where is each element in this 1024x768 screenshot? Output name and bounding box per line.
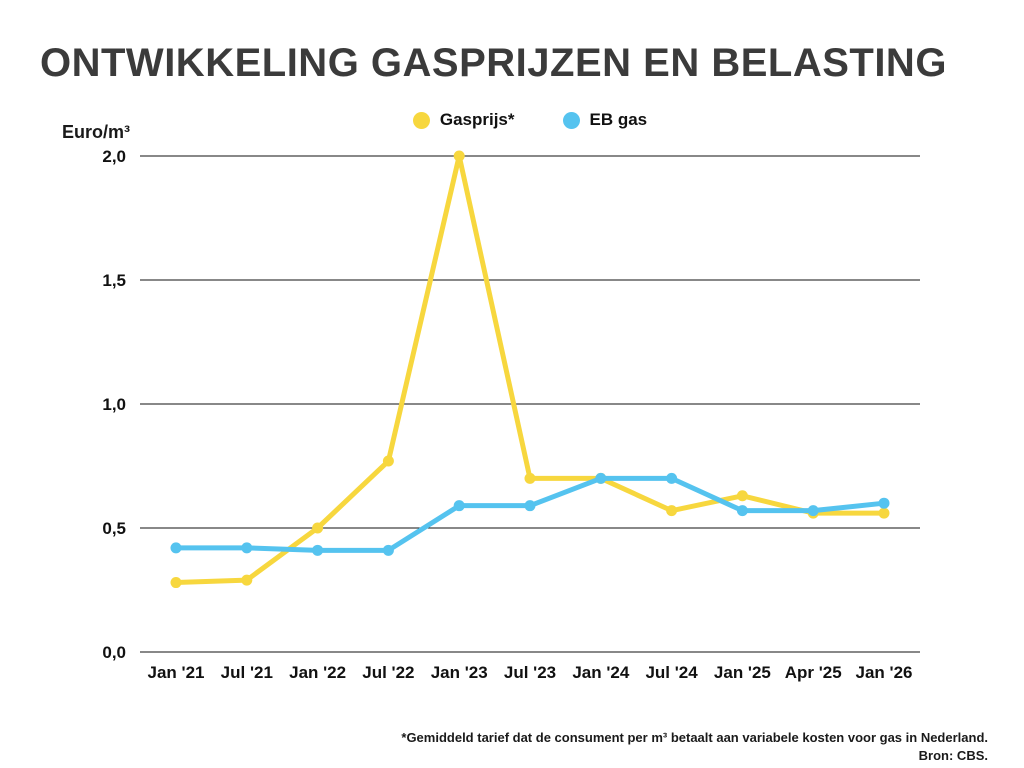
data-point-marker bbox=[170, 542, 182, 554]
chart-source: Bron: CBS. bbox=[918, 748, 988, 763]
series-eb-gas bbox=[170, 472, 890, 556]
chart-footnote: *Gemiddeld tarief dat de consument per m… bbox=[401, 730, 988, 745]
data-point-marker bbox=[170, 577, 182, 589]
y-tick-label: 0,0 bbox=[102, 643, 126, 662]
data-point-marker bbox=[453, 150, 465, 162]
x-tick-label: Jan '23 bbox=[431, 663, 488, 682]
y-tick-label: 0,5 bbox=[102, 519, 126, 538]
page-title: ONTWIKKELING GASPRIJZEN EN BELASTING bbox=[40, 40, 947, 85]
data-point-marker bbox=[312, 522, 324, 534]
y-tick-label: 1,5 bbox=[102, 271, 126, 290]
x-tick-label: Jul '21 bbox=[221, 663, 273, 682]
y-axis-unit-label: Euro/m³ bbox=[62, 122, 131, 142]
x-tick-label: Jul '24 bbox=[645, 663, 698, 682]
x-tick-label: Jan '24 bbox=[572, 663, 630, 682]
legend-item: Gasprijs* bbox=[412, 110, 515, 130]
gridlines: 0,0 0,5 1,0 1,5 2,0 bbox=[102, 147, 920, 662]
series-gasprijs bbox=[170, 150, 890, 589]
data-point-marker bbox=[241, 542, 253, 554]
data-point-marker bbox=[878, 507, 890, 519]
data-point-marker bbox=[382, 455, 394, 467]
x-tick-label: Jan '26 bbox=[856, 663, 913, 682]
x-tick-label: Jul '22 bbox=[362, 663, 414, 682]
data-point-marker bbox=[736, 505, 748, 517]
y-tick-label: 1,0 bbox=[102, 395, 126, 414]
x-axis-labels: Jan '21 Jul '21 Jan '22 Jul '22 Jan '23 Jul '… bbox=[148, 663, 913, 682]
data-point-marker bbox=[524, 472, 536, 484]
data-point-marker bbox=[666, 472, 678, 484]
series-line bbox=[173, 153, 887, 586]
data-point-marker bbox=[878, 497, 890, 509]
data-point-marker bbox=[312, 544, 324, 556]
data-point-marker bbox=[453, 500, 465, 512]
x-tick-label: Apr '25 bbox=[785, 663, 842, 682]
x-tick-label: Jan '22 bbox=[289, 663, 346, 682]
data-point-marker bbox=[524, 500, 536, 512]
legend-label: Gasprijs* bbox=[439, 110, 515, 129]
x-tick-label: Jan '25 bbox=[714, 663, 771, 682]
legend: Gasprijs* EB gas bbox=[140, 110, 920, 130]
data-point-marker bbox=[807, 505, 819, 517]
legend-swatch-icon bbox=[562, 111, 580, 129]
legend-label: EB gas bbox=[589, 110, 648, 129]
data-point-marker bbox=[595, 472, 607, 484]
series-line bbox=[173, 475, 887, 553]
x-tick-label: Jul '23 bbox=[504, 663, 556, 682]
x-tick-label: Jan '21 bbox=[148, 663, 205, 682]
data-point-marker bbox=[736, 490, 748, 502]
data-point-marker bbox=[666, 505, 678, 517]
y-tick-label: 2,0 bbox=[102, 147, 126, 166]
data-point-marker bbox=[382, 544, 394, 556]
legend-item: EB gas bbox=[562, 110, 648, 130]
data-point-marker bbox=[241, 574, 253, 586]
legend-swatch-icon bbox=[412, 111, 430, 129]
